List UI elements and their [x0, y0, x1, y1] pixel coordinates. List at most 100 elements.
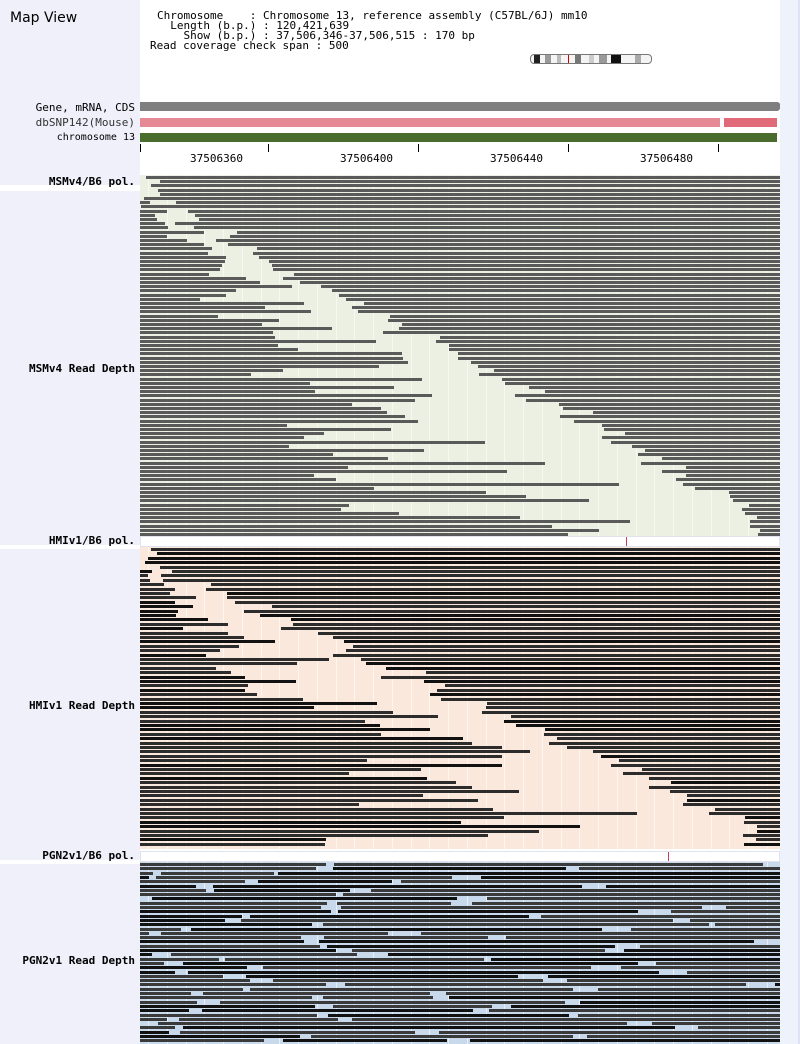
read-bar — [140, 335, 275, 339]
grid-line — [673, 175, 674, 537]
read-bar — [341, 906, 702, 909]
read-bar — [249, 914, 529, 918]
read-bar — [140, 710, 394, 714]
hmiv1-polymorphism-track[interactable] — [140, 536, 780, 547]
chromosome-label: Chromosome — [157, 9, 224, 22]
grid-line — [466, 175, 468, 537]
right-scroll-strip[interactable] — [780, 0, 800, 1044]
read-bar — [140, 923, 313, 927]
read-bar — [478, 373, 800, 377]
read-bar — [140, 863, 326, 866]
ideogram-band — [534, 55, 540, 63]
read-bar — [150, 184, 800, 188]
read-bar — [332, 1004, 492, 1008]
read-bar — [140, 423, 287, 427]
pgn2v1-read-depth-lane[interactable] — [140, 862, 800, 1044]
read-bar — [175, 222, 800, 226]
grid-line — [391, 547, 393, 849]
grid-line — [448, 862, 449, 1044]
read-bar — [529, 386, 800, 389]
read-bar — [140, 574, 148, 578]
read-bar — [586, 1035, 800, 1038]
read-bar — [140, 583, 164, 587]
grid-line — [354, 175, 356, 537]
read-bar — [319, 940, 755, 944]
read-bar — [140, 474, 314, 478]
chromosome-ideogram[interactable] — [530, 54, 652, 64]
read-bar — [183, 1026, 676, 1030]
read-bar — [385, 666, 800, 670]
read-bar — [140, 251, 208, 255]
read-bar — [257, 247, 800, 251]
read-bar — [140, 415, 405, 419]
read-bar — [230, 234, 800, 238]
read-bar — [140, 331, 274, 335]
read-bar — [140, 486, 375, 490]
read-bar — [263, 966, 592, 970]
read-bar — [143, 197, 800, 200]
read-bar — [670, 790, 800, 793]
gene-track[interactable] — [140, 102, 778, 111]
read-bar — [140, 675, 245, 679]
snp-track-block[interactable] — [724, 118, 777, 127]
read-bar — [140, 339, 376, 343]
read-bar — [140, 1035, 301, 1038]
read-bar — [686, 798, 800, 802]
read-bar — [472, 901, 800, 905]
read-bar — [140, 649, 221, 653]
read-bar — [733, 499, 800, 503]
grid-line — [373, 862, 374, 1044]
read-bar — [140, 838, 326, 842]
read-bar — [140, 719, 365, 723]
read-bar — [730, 495, 800, 499]
read-bar — [140, 436, 304, 440]
read-bar — [689, 918, 800, 922]
read-bar — [140, 842, 326, 846]
read-bar — [156, 552, 800, 556]
read-bar — [670, 781, 800, 785]
read-bar — [742, 834, 800, 837]
read-bar — [140, 465, 348, 469]
read-bar — [140, 875, 149, 879]
read-bar — [243, 609, 800, 613]
read-bar — [249, 987, 574, 991]
ruler-tick — [568, 144, 569, 152]
hmiv1-read-depth-lane[interactable] — [140, 547, 800, 849]
sidebar — [0, 0, 140, 1044]
read-bar — [163, 578, 800, 582]
pgn2v1-polymorphism-track[interactable] — [140, 851, 780, 862]
snp-marker[interactable] — [668, 852, 669, 861]
ideogram-band — [545, 55, 551, 63]
read-bar — [592, 750, 800, 754]
ideogram-band — [575, 55, 581, 63]
read-bar — [158, 1022, 627, 1026]
read-bar — [514, 394, 800, 398]
read-bar — [140, 596, 196, 600]
read-bar — [449, 996, 800, 1000]
read-bar — [140, 825, 581, 829]
read-bar — [661, 457, 800, 461]
read-bar — [140, 741, 473, 745]
read-bar — [140, 944, 320, 948]
snp-marker[interactable] — [626, 537, 627, 546]
msmv4-read-depth-label: MSMv4 Read Depth — [29, 362, 135, 375]
read-bar — [641, 768, 800, 771]
read-bar — [140, 394, 433, 398]
read-bar — [322, 996, 434, 1000]
read-bar — [145, 176, 800, 179]
read-bar — [567, 746, 800, 749]
read-bar — [548, 741, 800, 745]
grid-line — [166, 862, 168, 1044]
read-bar — [715, 807, 800, 811]
msmv4-read-depth-lane[interactable] — [140, 175, 800, 537]
read-bar — [623, 949, 800, 952]
read-bar — [140, 310, 312, 314]
read-bar — [155, 875, 452, 879]
read-bar — [351, 1017, 800, 1021]
ruler-label: 37506440 — [490, 152, 543, 165]
snp-track-block[interactable] — [140, 118, 720, 127]
coverage-value: 500 — [328, 39, 349, 52]
chromosome-track[interactable] — [140, 133, 777, 142]
read-bar — [449, 348, 800, 352]
read-bar — [158, 188, 800, 192]
